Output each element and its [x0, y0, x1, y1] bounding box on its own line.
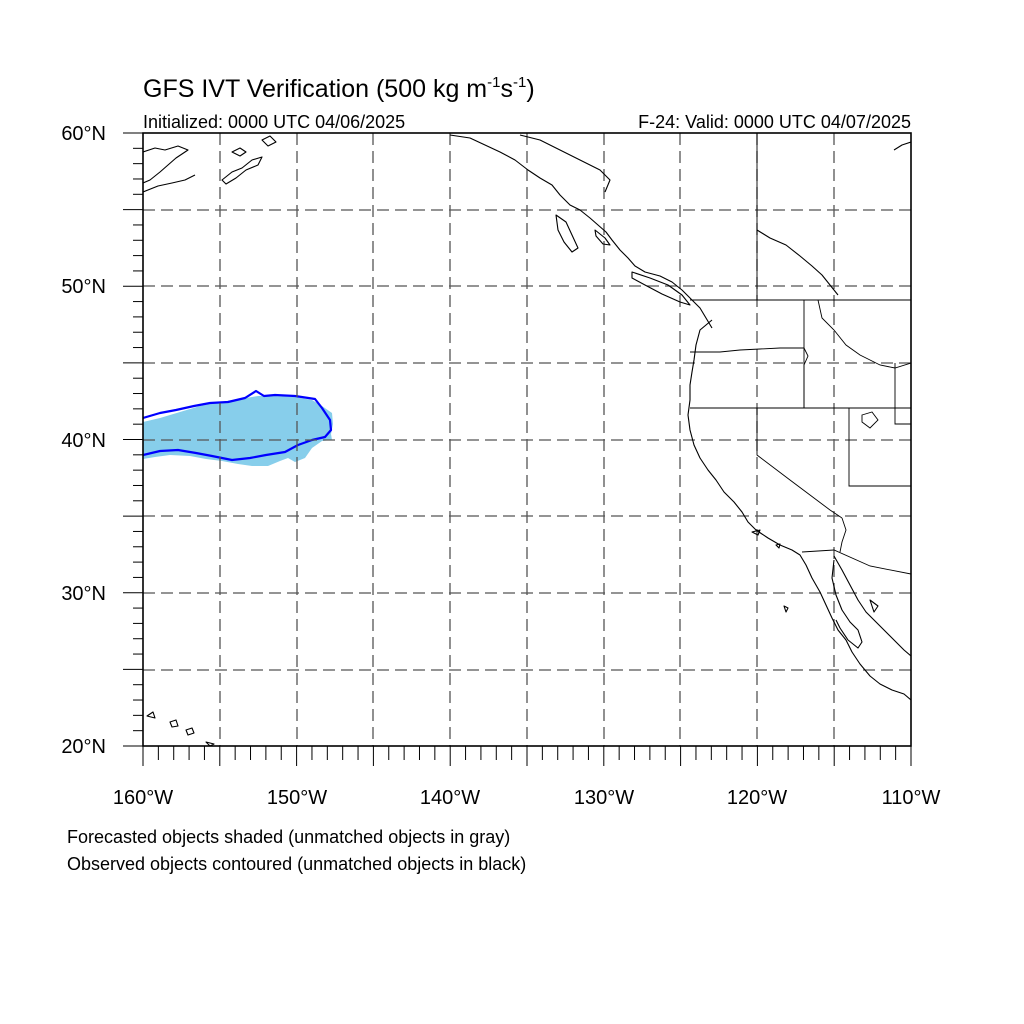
coastlines	[143, 134, 911, 746]
lon-label-120w: 120°W	[727, 787, 787, 809]
lat-label-20: 20°N	[61, 736, 106, 758]
title-close: )	[526, 75, 534, 103]
legend-observed-note: Observed objects contoured (unmatched ob…	[67, 854, 526, 874]
title-mid: s	[500, 75, 513, 103]
lat-label-60: 60°N	[61, 123, 106, 145]
lat-label-50: 50°N	[61, 276, 106, 298]
forecast-object	[143, 396, 333, 466]
observed-object-contour	[143, 389, 333, 462]
lon-label-130w: 130°W	[574, 787, 634, 809]
lat-label-30: 30°N	[61, 583, 106, 605]
title-main: GFS IVT Verification (500 kg m	[143, 75, 487, 103]
legend-forecast-note: Forecasted objects shaded (unmatched obj…	[67, 827, 510, 847]
lat-labels: 60°N 50°N 40°N 30°N 20°N	[61, 123, 106, 758]
political-borders	[690, 133, 911, 575]
valid-label: F-24: Valid: 0000 UTC 04/07/2025	[638, 112, 911, 132]
lon-labels: 160°W 150°W 140°W 130°W 120°W 110°W	[113, 787, 941, 809]
title-sup1: -1	[487, 74, 500, 91]
axis-ticks	[123, 132, 912, 766]
lon-label-110w: 110°W	[882, 787, 941, 809]
lon-label-160w: 160°W	[113, 787, 173, 809]
lon-label-150w: 150°W	[267, 787, 327, 809]
initialized-label: Initialized: 0000 UTC 04/06/2025	[143, 112, 405, 132]
lat-label-40: 40°N	[61, 430, 106, 452]
title-sup2: -1	[513, 74, 526, 91]
lon-label-140w: 140°W	[420, 787, 480, 809]
map-title: GFS IVT Verification (500 kg m-1s-1)	[143, 74, 535, 103]
map-grid	[143, 133, 911, 746]
